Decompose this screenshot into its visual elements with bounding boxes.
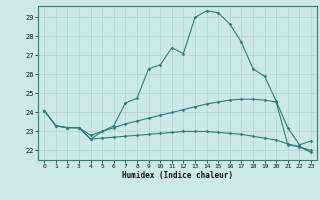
X-axis label: Humidex (Indice chaleur): Humidex (Indice chaleur)	[122, 171, 233, 180]
